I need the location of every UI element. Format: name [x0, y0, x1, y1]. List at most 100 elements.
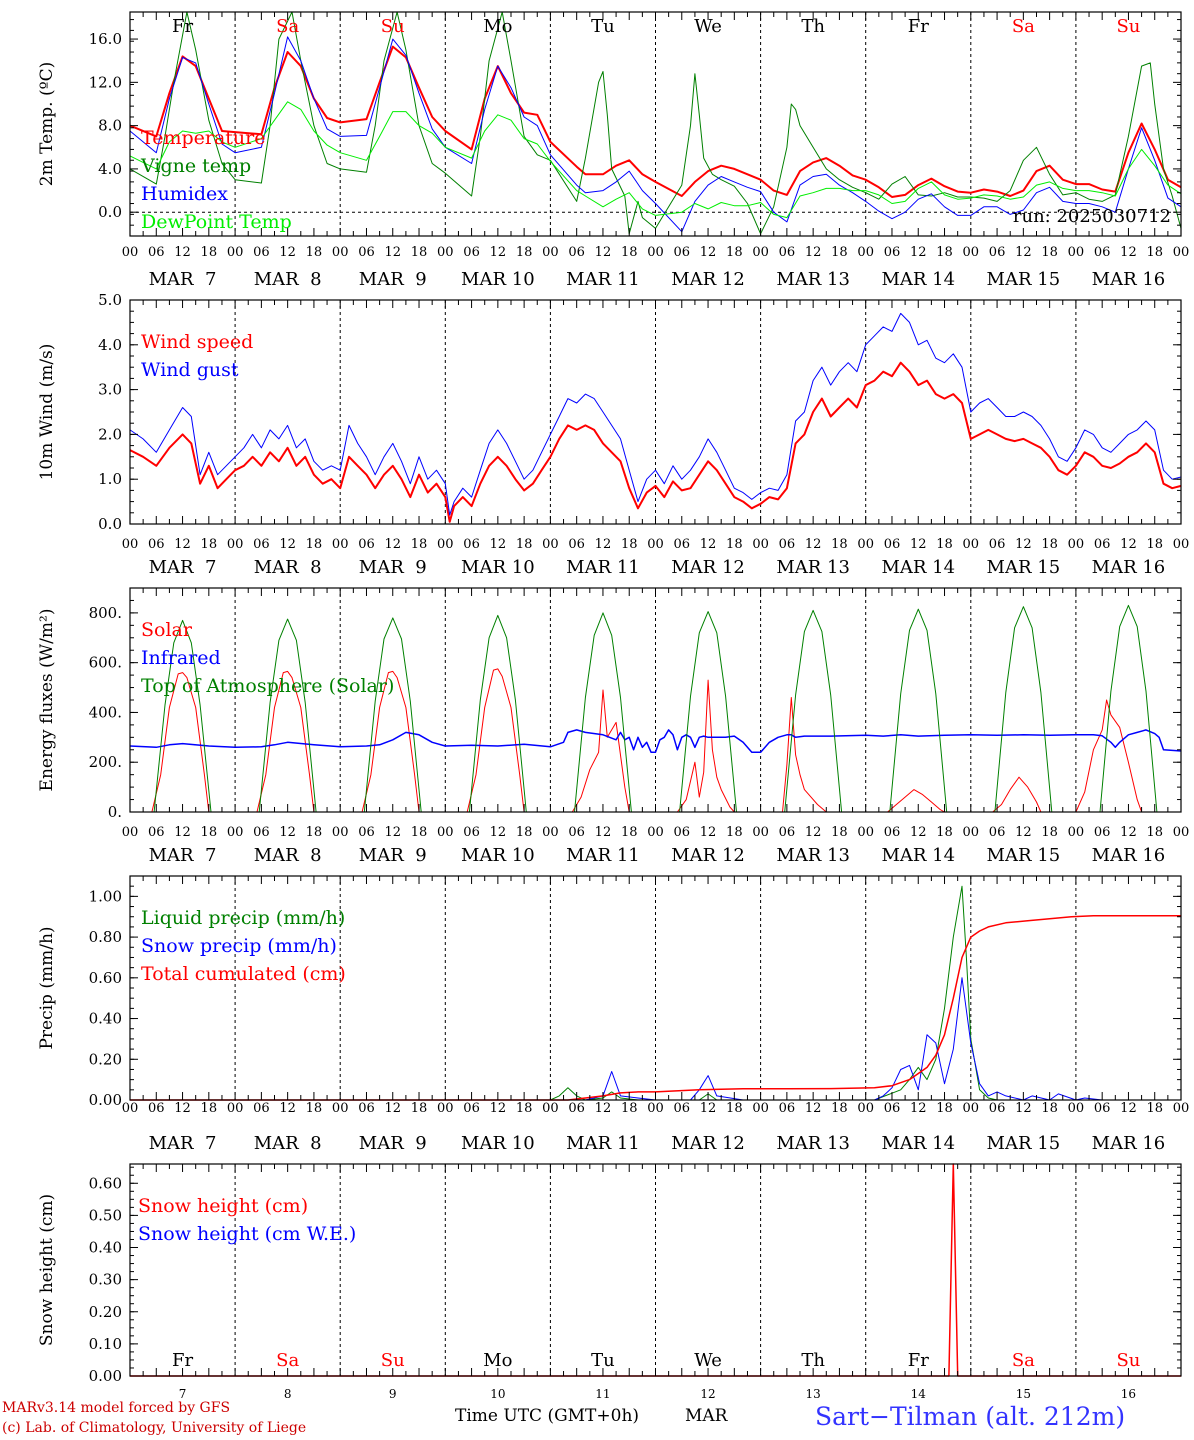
date-label: MAR 15	[987, 269, 1061, 290]
hour-tick-label: 00	[1068, 245, 1085, 260]
panel-5: 0.00 0.10 0.20 0.30 0.40 0.50 0.60 Snow height …	[37, 1163, 1182, 1401]
y-tick-label: 5.0	[98, 291, 122, 309]
y-tick-label: 0.0	[98, 515, 122, 533]
legend-wind-speed: Wind speed	[141, 331, 253, 353]
day-name-label: Th	[801, 16, 825, 37]
date-label: MAR 8	[254, 1133, 322, 1154]
hour-tick-label: 12	[700, 825, 717, 840]
hour-tick-label: 00	[332, 1101, 349, 1116]
hour-tick-label: 00	[332, 825, 349, 840]
y-axis-label: 10m Wind (m/s)	[37, 344, 57, 481]
day-name-label: Su	[381, 16, 405, 37]
series-line-snow-precip-mm-h-	[130, 977, 1181, 1101]
hour-tick-label: 12	[490, 537, 507, 552]
hour-tick-label: 12	[1120, 1101, 1137, 1116]
legend-wind-gust: Wind gust	[141, 359, 239, 381]
date-number-label: 12	[700, 1387, 715, 1401]
hour-tick-label: 12	[910, 825, 927, 840]
hour-tick-label: 12	[384, 1101, 401, 1116]
hour-tick-label: 18	[201, 537, 218, 552]
series-line-total-cumulated-cm-	[130, 914, 1181, 1101]
date-label: MAR 11	[566, 1133, 640, 1154]
date-label: MAR 10	[461, 845, 535, 866]
day-name-label: Sa	[276, 16, 299, 37]
date-label: MAR 10	[461, 269, 535, 290]
hour-tick-label: 06	[253, 1101, 270, 1116]
y-tick-label: 0.60	[89, 1174, 122, 1192]
hour-tick-label: 12	[805, 825, 822, 840]
hour-tick-label: 18	[306, 245, 323, 260]
copyright-credit: (c) Lab. of Climatology, University of L…	[2, 1420, 307, 1436]
y-tick-label: 0.20	[89, 1303, 122, 1321]
hour-tick-label: 06	[568, 1101, 585, 1116]
day-name-label: Sa	[276, 1350, 299, 1371]
hour-tick-label: 12	[384, 245, 401, 260]
y-tick-label: 0.0	[98, 203, 122, 221]
y-tick-label: 800.	[89, 604, 122, 622]
legend-liquid-precip-mm-h-: Liquid precip (mm/h)	[141, 907, 345, 929]
hour-tick-label: 00	[122, 1101, 139, 1116]
hour-tick-label: 18	[831, 245, 848, 260]
hour-tick-label: 12	[384, 537, 401, 552]
hour-tick-label: 00	[752, 1101, 769, 1116]
hour-tick-label: 00	[1068, 825, 1085, 840]
hour-tick-label: 00	[647, 245, 664, 260]
y-tick-label: 2.0	[98, 425, 122, 443]
date-label: MAR 15	[987, 557, 1061, 578]
legend-vigne-temp: Vigne temp	[140, 155, 251, 177]
y-tick-label: 4.0	[98, 336, 122, 354]
hour-tick-label: 18	[1146, 825, 1163, 840]
hour-tick-label: 12	[1120, 537, 1137, 552]
hour-tick-label: 18	[201, 825, 218, 840]
hour-tick-label: 18	[831, 537, 848, 552]
hour-tick-label: 06	[463, 1101, 480, 1116]
y-axis-label: Precip (mm/h)	[37, 926, 57, 1049]
hour-tick-label: 18	[411, 825, 428, 840]
hour-tick-label: 18	[516, 537, 533, 552]
date-label: MAR 13	[776, 1133, 850, 1154]
station-name: Sart−Tilman (alt. 212m)	[815, 1402, 1126, 1431]
series-line-wind-speed	[129, 361, 1182, 523]
date-number-label: 11	[595, 1387, 610, 1401]
day-name-label: Th	[801, 1350, 825, 1371]
hour-tick-label: 06	[884, 537, 901, 552]
series-line-dewpoint-temp	[129, 101, 1182, 219]
hour-tick-label: 06	[148, 1101, 165, 1116]
run-label: run: 2025030712	[1013, 206, 1171, 227]
hour-tick-label: 12	[700, 537, 717, 552]
hour-tick-label: 12	[910, 1101, 927, 1116]
y-tick-label: 600.	[89, 654, 122, 672]
date-label: MAR 8	[254, 557, 322, 578]
y-tick-label: 200.	[89, 753, 122, 771]
y-tick-label: 0.20	[89, 1050, 122, 1068]
hour-tick-label: 00	[857, 245, 874, 260]
hour-tick-label: 06	[568, 537, 585, 552]
hour-tick-label: 18	[1041, 1101, 1058, 1116]
hour-tick-label: 18	[1146, 1101, 1163, 1116]
legend-solar: Solar	[141, 619, 193, 641]
date-label: MAR 11	[566, 845, 640, 866]
hour-tick-label: 12	[910, 537, 927, 552]
day-name-label: Fr	[908, 1350, 929, 1371]
hour-tick-label: 00	[542, 245, 559, 260]
date-label: MAR 10	[461, 557, 535, 578]
hour-tick-label: 00	[1173, 537, 1190, 552]
hour-tick-label: 06	[253, 245, 270, 260]
hour-tick-label: 12	[595, 245, 612, 260]
y-tick-label: 0.40	[89, 1010, 122, 1028]
y-tick-label: 0.10	[89, 1335, 122, 1353]
day-name-label: Sa	[1012, 16, 1035, 37]
y-tick-label: 0.	[108, 803, 122, 821]
hour-tick-label: 00	[1173, 1101, 1190, 1116]
hour-tick-label: 00	[963, 825, 980, 840]
hour-tick-label: 18	[831, 825, 848, 840]
hour-tick-label: 00	[647, 1101, 664, 1116]
date-number-label: 10	[490, 1387, 505, 1401]
hour-tick-label: 06	[674, 537, 691, 552]
legend-total-cumulated-cm-: Total cumulated (cm)	[141, 963, 346, 985]
hour-tick-label: 06	[779, 537, 796, 552]
hour-tick-label: 12	[805, 1101, 822, 1116]
hour-tick-label: 00	[437, 537, 454, 552]
y-tick-label: 16.0	[89, 30, 122, 48]
hour-tick-label: 12	[490, 825, 507, 840]
